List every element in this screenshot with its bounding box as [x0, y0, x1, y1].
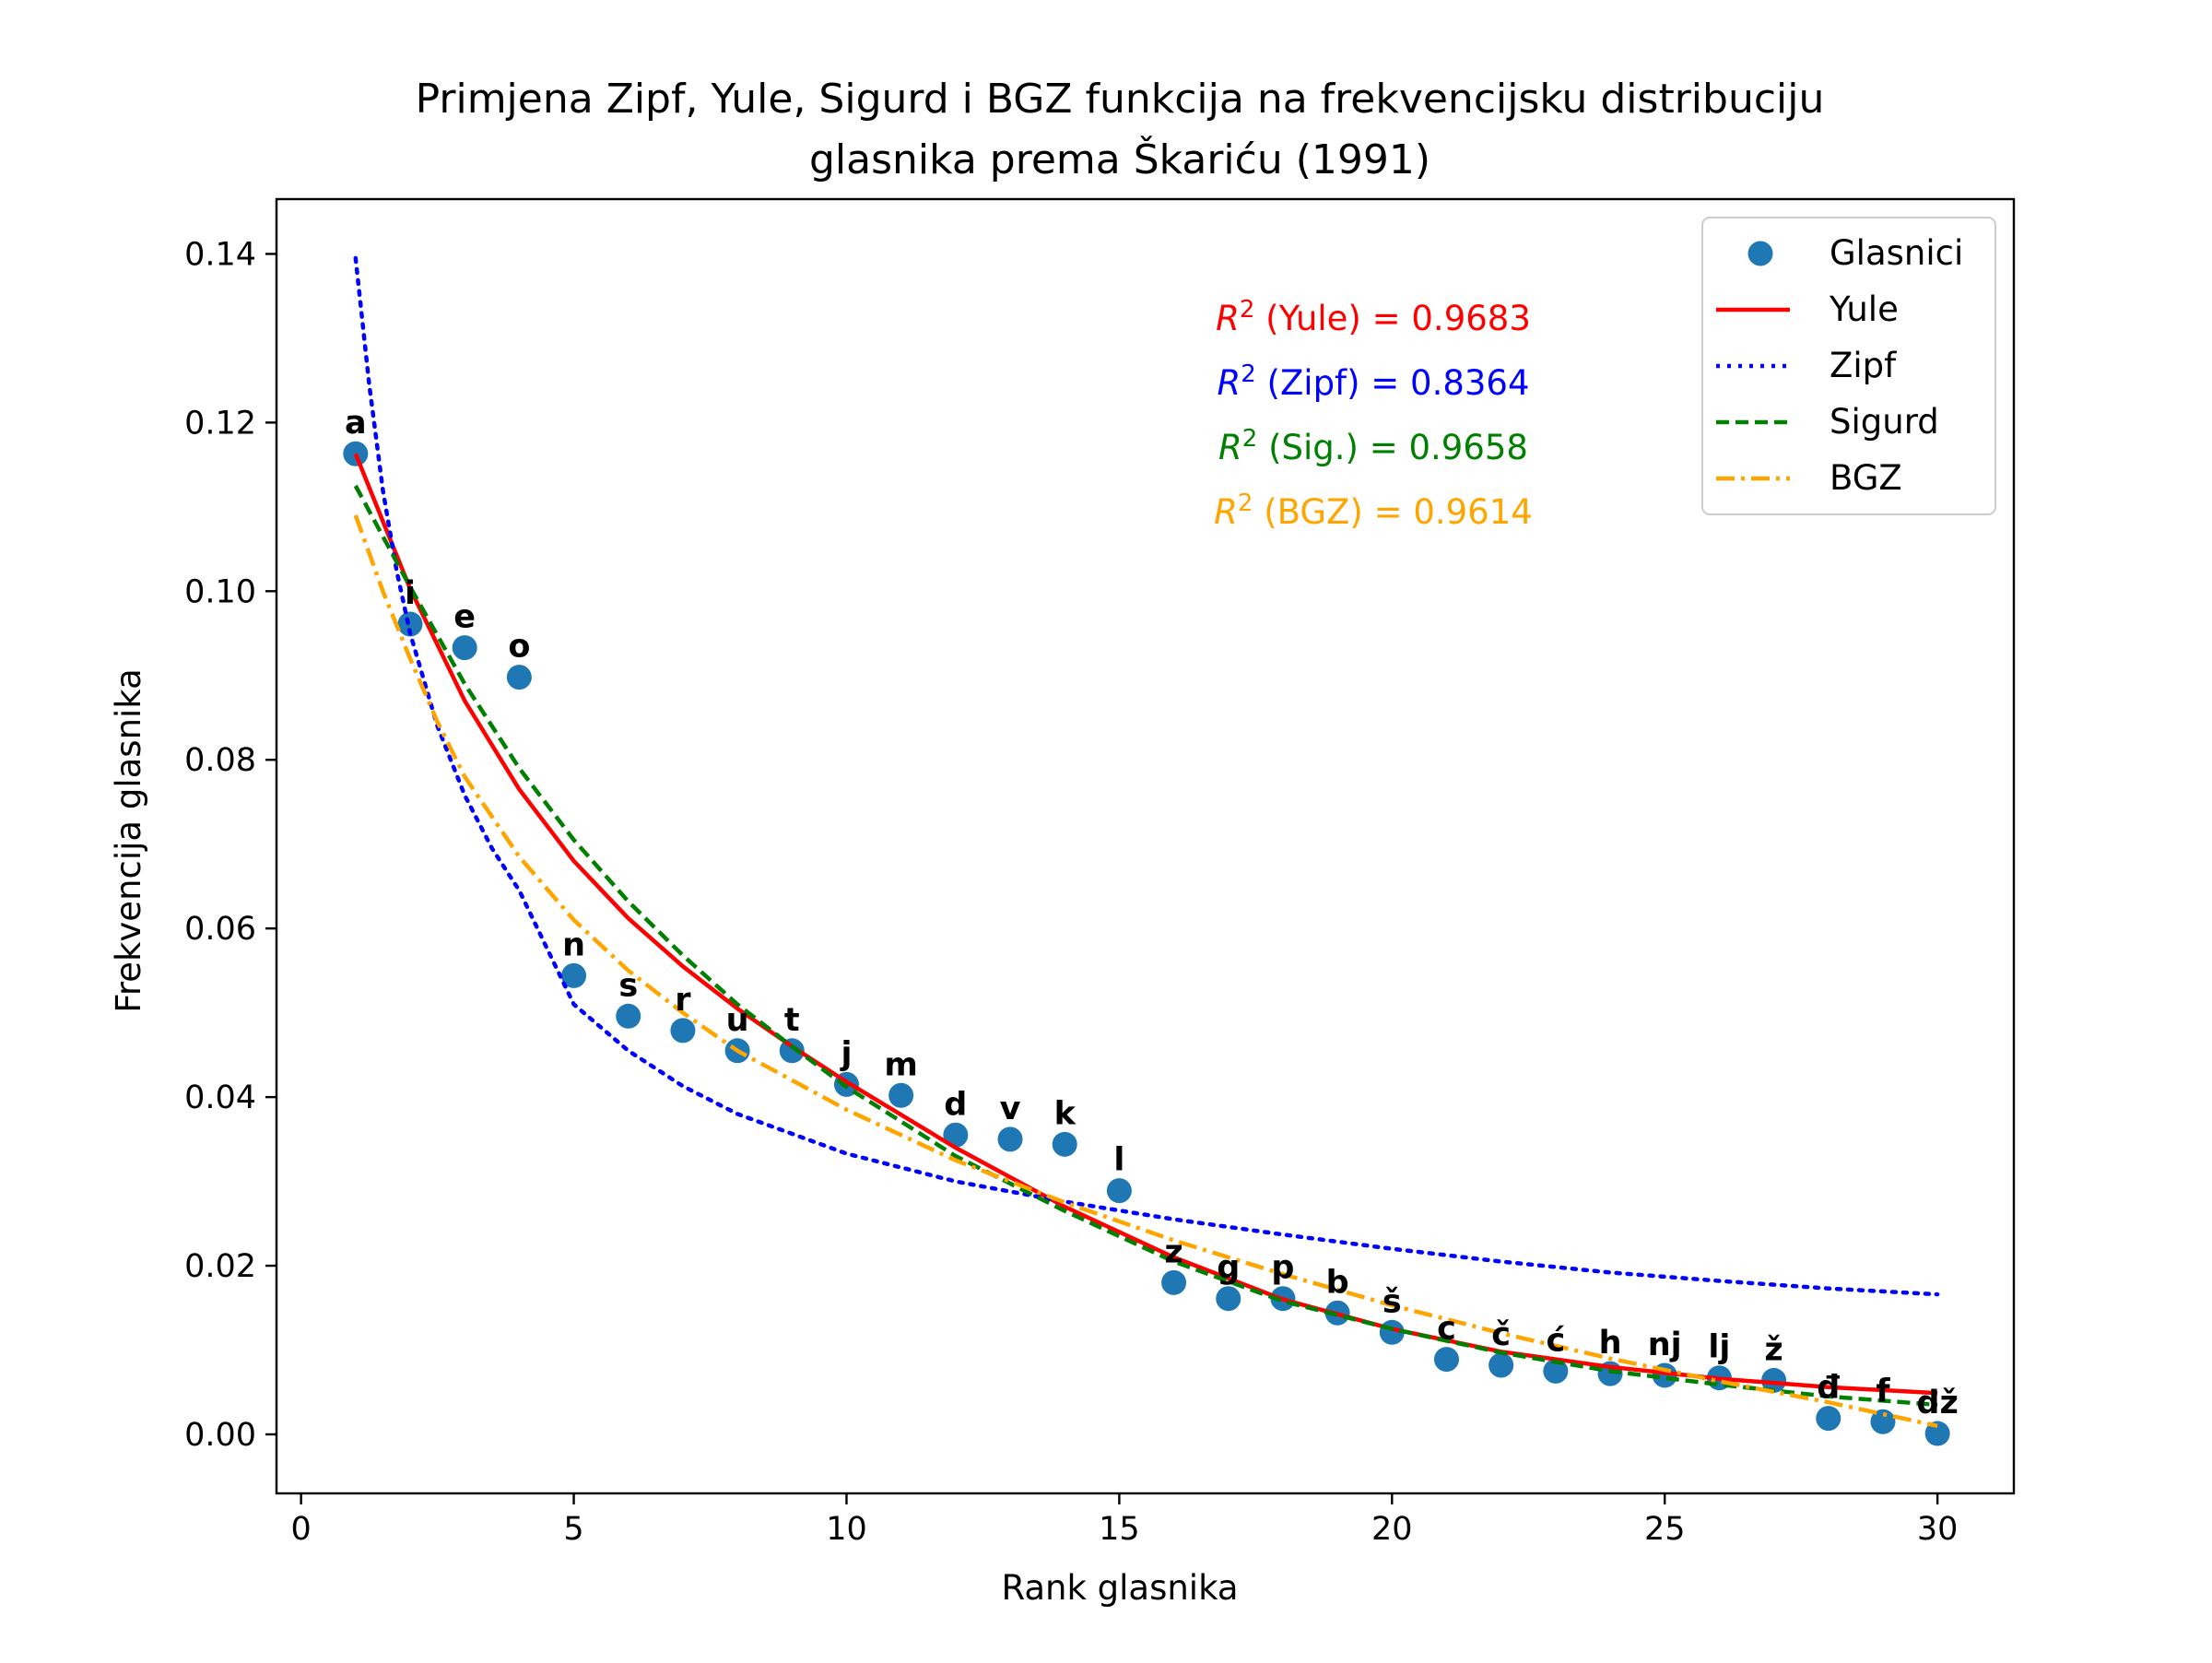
data-point-z [1161, 1269, 1187, 1295]
axes-frame [275, 197, 2016, 1495]
data-point-s [616, 1003, 641, 1029]
point-label-c: c [1437, 1311, 1456, 1348]
point-label-č: č [1491, 1316, 1511, 1353]
data-point-v [997, 1126, 1023, 1152]
data-point-c [1433, 1347, 1459, 1373]
data-point-r [670, 1018, 696, 1044]
series-line-yule [353, 453, 1938, 1396]
legend-marker-glasnici [1747, 241, 1773, 266]
series-line-bgz [353, 514, 1938, 1428]
data-point-l [1106, 1178, 1132, 1204]
x-tick-label: 25 [1644, 1511, 1686, 1548]
point-label-i: i [405, 575, 416, 612]
y-tick-label: 0.06 [184, 911, 256, 948]
y-tick-label: 0.12 [184, 405, 256, 442]
point-label-p: p [1271, 1250, 1294, 1287]
point-label-u: u [726, 1002, 749, 1039]
legend-label-zipf: Zipf [1830, 346, 1897, 385]
data-point-g [1216, 1286, 1241, 1312]
point-label-b: b [1326, 1264, 1349, 1301]
point-label-d: d [944, 1086, 967, 1123]
point-label-n: n [562, 926, 585, 963]
x-tick-label: 10 [826, 1511, 867, 1548]
r-squared-sigurd: R2 (Sig.) = 0.9658 [1218, 425, 1528, 467]
point-label-e: e [453, 599, 476, 636]
plot-area: a ieo ns ru t j md v kl z g p bšc č ć h nj lj žđ f dž [275, 197, 2016, 1495]
point-label-o: o [508, 629, 530, 666]
point-label-a: a [345, 405, 367, 442]
x-tick-label: 5 [563, 1511, 583, 1548]
point-label-lj: lj [1708, 1329, 1730, 1366]
point-label-f: f [1876, 1373, 1890, 1409]
point-label-nj: nj [1648, 1327, 1682, 1363]
data-point-k [1052, 1131, 1077, 1157]
data-point-i [397, 611, 423, 637]
point-label-j: j [839, 1035, 852, 1072]
point-label-đ: đ [1817, 1370, 1840, 1407]
point-label-l: l [1113, 1142, 1124, 1179]
x-axis-label: Rank glasnika [1001, 1568, 1238, 1608]
chart-title-line2: glasnika prema Škariću (1991) [809, 135, 1430, 183]
r-squared-zipf: R2 (Zipf) = 0.8364 [1217, 360, 1529, 403]
point-label-k: k [1054, 1095, 1077, 1132]
point-label-r: r [675, 982, 691, 1019]
data-point-d [943, 1122, 969, 1148]
point-label-m: m [884, 1046, 917, 1083]
x-tick-label: 15 [1099, 1511, 1140, 1548]
series-line-sigurd [353, 484, 1938, 1408]
point-label-h: h [1599, 1325, 1622, 1362]
r-squared-annotations: R2 (Yule) = 0.9683 R2 (Zipf) = 0.8364 R2 (… [1214, 296, 1533, 532]
point-label-v: v [1000, 1091, 1021, 1127]
y-tick-label: 0.08 [184, 742, 256, 779]
point-label-ć: ć [1546, 1322, 1565, 1359]
data-point-n [561, 962, 587, 988]
x-axis: 0 5 10 15 20 25 30 [290, 1493, 1958, 1548]
r-squared-bgz: R2 (BGZ) = 0.9614 [1214, 489, 1533, 532]
point-label-ž: ž [1764, 1331, 1783, 1368]
point-label-g: g [1217, 1250, 1240, 1287]
data-point-đ [1816, 1406, 1841, 1432]
y-axis-label: Frekvencija glasnika [109, 668, 148, 1013]
legend-label-sigurd: Sigurd [1830, 402, 1939, 442]
data-point-o [506, 665, 532, 690]
y-tick-label: 0.00 [184, 1417, 256, 1454]
r-squared-yule: R2 (Yule) = 0.9683 [1216, 296, 1531, 338]
y-tick-label: 0.04 [184, 1079, 256, 1116]
point-label-dž: dž [1916, 1385, 1958, 1421]
data-point-e [452, 635, 477, 661]
data-point-č [1488, 1352, 1514, 1378]
chart-title-line1: Primjena Zipf, Yule, Sigurd i BGZ funkci… [416, 76, 1825, 123]
x-tick-label: 20 [1371, 1511, 1413, 1548]
data-point-dž [1924, 1421, 1950, 1446]
data-point-ž [1761, 1367, 1787, 1393]
point-label-t: t [784, 1002, 800, 1039]
legend: Glasnici Yule Zipf Sigurd BGZ [1701, 217, 1996, 515]
legend-label-yule: Yule [1829, 289, 1899, 329]
x-tick-label: 30 [1917, 1511, 1959, 1548]
y-tick-label: 0.14 [184, 236, 256, 273]
y-tick-label: 0.02 [184, 1248, 256, 1285]
data-point-m [888, 1082, 914, 1108]
point-label-z: z [1164, 1233, 1182, 1270]
data-point-f [1870, 1409, 1896, 1434]
x-tick-label: 0 [290, 1511, 311, 1548]
legend-box [1701, 217, 1996, 515]
series-line-zipf [353, 255, 1940, 1297]
legend-label-glasnici: Glasnici [1830, 233, 1963, 273]
point-label-s: s [618, 967, 638, 1004]
point-label-š: š [1382, 1283, 1402, 1320]
legend-label-bgz: BGZ [1830, 458, 1902, 498]
y-tick-label: 0.10 [184, 573, 256, 610]
y-axis: 0.00 0.02 0.04 0.06 0.08 0.10 0.12 0.14 [184, 236, 276, 1454]
